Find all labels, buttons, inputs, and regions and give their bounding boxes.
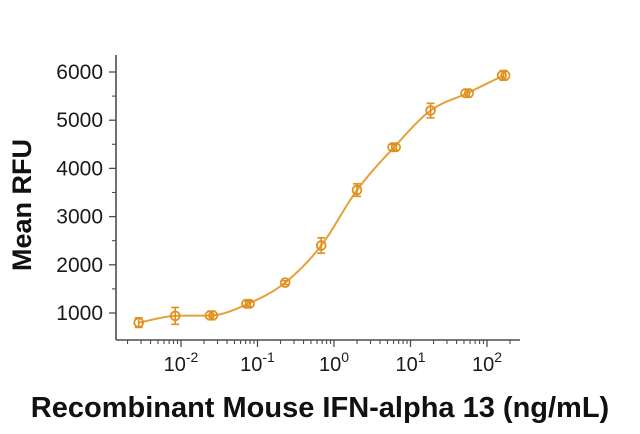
data-point bbox=[387, 142, 401, 153]
marker-circle bbox=[133, 317, 145, 328]
tick-labels: 1000 2000 3000 4000 5000 6000 10-2 10-1 100 101 10… bbox=[56, 61, 502, 376]
marker-circle bbox=[315, 240, 327, 251]
data-point bbox=[460, 88, 474, 99]
y-tick-label: 5000 bbox=[56, 109, 103, 132]
marker-circle bbox=[208, 310, 219, 321]
marker-circle bbox=[496, 70, 507, 81]
y-tick-label: 2000 bbox=[56, 254, 103, 277]
fit-curve bbox=[138, 74, 505, 324]
x-tick-label: 101 bbox=[395, 349, 425, 376]
data-point bbox=[204, 310, 219, 321]
data-point bbox=[169, 306, 181, 326]
data-point bbox=[315, 237, 327, 255]
marker-circle bbox=[351, 184, 363, 196]
x-tick-label: 10-2 bbox=[164, 349, 199, 376]
y-tick-label: 6000 bbox=[56, 61, 103, 84]
data-point bbox=[279, 277, 291, 288]
marker-circle bbox=[279, 277, 291, 288]
data-point bbox=[351, 183, 363, 198]
data-point bbox=[425, 102, 436, 119]
tick-marks bbox=[109, 71, 511, 347]
x-tick-label: 10-1 bbox=[240, 349, 275, 376]
y-tick-label: 3000 bbox=[56, 206, 103, 229]
x-tick-label: 100 bbox=[319, 349, 349, 376]
y-axis-title: Mean RFU bbox=[7, 139, 37, 272]
y-tick-label: 4000 bbox=[56, 157, 103, 180]
marker-circle bbox=[169, 310, 181, 322]
marker-circle bbox=[460, 88, 471, 99]
data-point bbox=[241, 298, 255, 309]
y-tick-label: 1000 bbox=[56, 302, 103, 325]
data-point bbox=[496, 69, 511, 81]
x-axis-title: Recombinant Mouse IFN-alpha 13 (ng/mL) bbox=[30, 392, 610, 424]
marker-circle bbox=[390, 142, 401, 153]
marker-circle bbox=[463, 88, 474, 99]
data-point bbox=[133, 317, 145, 329]
data-series bbox=[133, 69, 511, 329]
marker-circle bbox=[387, 142, 398, 153]
marker-circle bbox=[500, 70, 511, 81]
x-tick-label: 102 bbox=[472, 349, 502, 376]
axes bbox=[115, 55, 520, 341]
marker-circle bbox=[425, 105, 436, 116]
marker-circle bbox=[204, 310, 215, 321]
marker-circle bbox=[244, 298, 255, 309]
marker-circle bbox=[241, 298, 252, 309]
